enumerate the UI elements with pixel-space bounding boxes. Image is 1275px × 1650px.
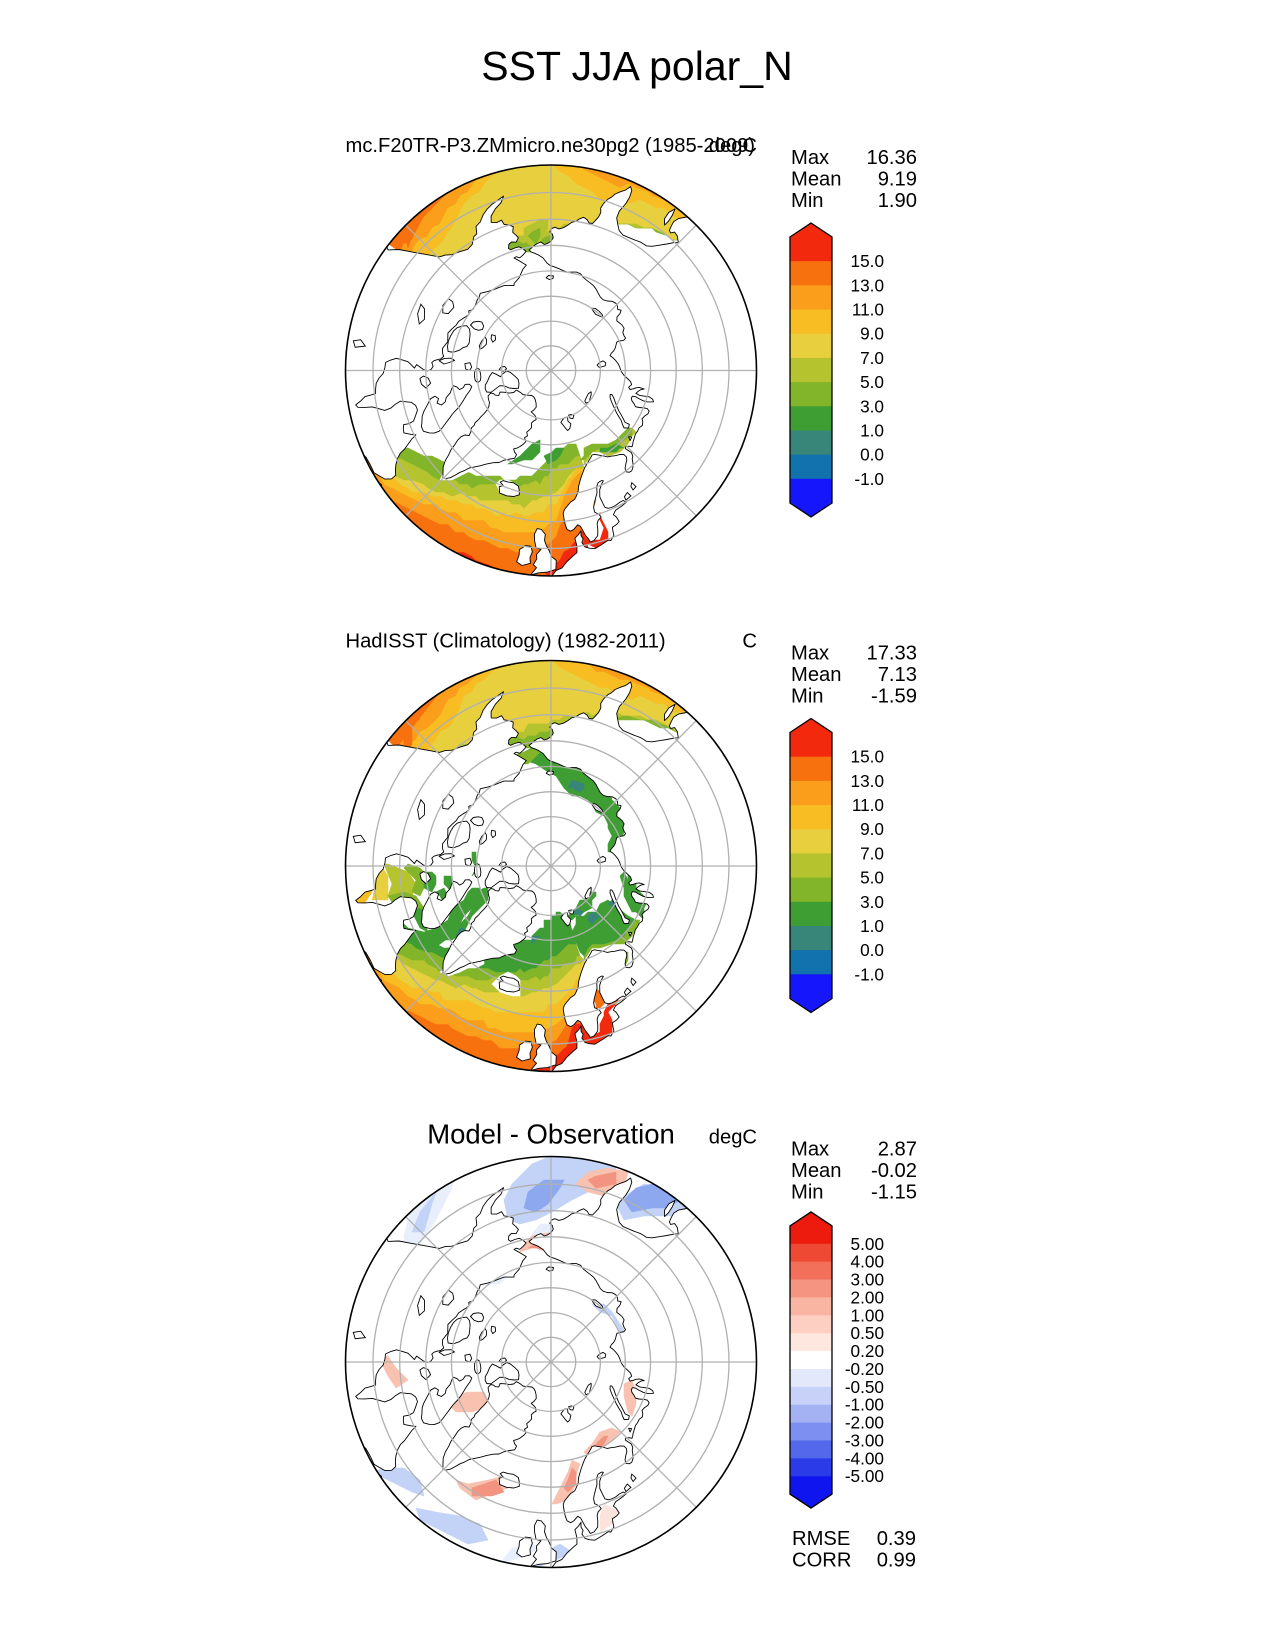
svg-text:Min: Min	[791, 1181, 824, 1203]
svg-text:9.0: 9.0	[860, 819, 884, 839]
svg-text:4.00: 4.00	[851, 1252, 884, 1272]
svg-text:2.87: 2.87	[878, 1139, 917, 1161]
svg-text:-1.00: -1.00	[845, 1395, 884, 1415]
svg-text:degC: degC	[709, 135, 757, 157]
svg-text:Max: Max	[791, 643, 829, 665]
svg-text:-0.50: -0.50	[845, 1377, 884, 1397]
svg-text:13.0: 13.0	[851, 771, 884, 791]
svg-text:Model - Observation: Model - Observation	[427, 1119, 675, 1150]
svg-text:CORR: CORR	[792, 1550, 851, 1572]
svg-text:15.0: 15.0	[851, 251, 884, 271]
svg-text:9.19: 9.19	[878, 169, 917, 191]
svg-text:3.00: 3.00	[851, 1270, 884, 1290]
svg-text:0.39: 0.39	[877, 1528, 916, 1550]
svg-text:0.99: 0.99	[877, 1550, 916, 1572]
svg-text:7.0: 7.0	[860, 348, 884, 368]
svg-text:HadISST (Climatology) (1982-20: HadISST (Climatology) (1982-2011)	[346, 631, 666, 653]
svg-text:1.00: 1.00	[851, 1305, 884, 1325]
svg-text:-4.00: -4.00	[845, 1448, 884, 1468]
svg-text:degC: degC	[709, 1127, 757, 1149]
svg-text:Min: Min	[791, 685, 824, 707]
svg-text:2.00: 2.00	[851, 1287, 884, 1307]
svg-text:-2.00: -2.00	[845, 1413, 884, 1433]
svg-text:11.0: 11.0	[852, 795, 884, 815]
svg-text:-1.15: -1.15	[871, 1181, 917, 1203]
svg-text:-1.0: -1.0	[854, 964, 884, 984]
svg-text:0.50: 0.50	[851, 1323, 884, 1343]
svg-text:1.90: 1.90	[878, 190, 917, 212]
svg-text:RMSE: RMSE	[792, 1528, 850, 1550]
svg-text:7.13: 7.13	[878, 664, 917, 686]
svg-text:-5.00: -5.00	[845, 1466, 884, 1486]
svg-text:1.0: 1.0	[860, 420, 884, 440]
svg-text:11.0: 11.0	[852, 300, 884, 320]
svg-text:C: C	[742, 631, 757, 653]
svg-text:9.0: 9.0	[860, 324, 884, 344]
svg-text:5.00: 5.00	[851, 1234, 884, 1254]
svg-text:0.0: 0.0	[860, 940, 884, 960]
svg-text:SST JJA polar_N: SST JJA polar_N	[481, 43, 792, 89]
svg-text:-1.0: -1.0	[854, 469, 884, 489]
svg-text:1.0: 1.0	[860, 916, 884, 936]
svg-text:-3.00: -3.00	[845, 1430, 884, 1450]
svg-text:Max: Max	[791, 1139, 829, 1161]
svg-text:17.33: 17.33	[866, 643, 917, 665]
svg-text:Max: Max	[791, 147, 829, 169]
svg-text:13.0: 13.0	[851, 275, 884, 295]
svg-text:-0.02: -0.02	[871, 1160, 917, 1182]
svg-text:15.0: 15.0	[851, 747, 884, 767]
svg-text:Mean: Mean	[791, 169, 842, 191]
svg-text:0.20: 0.20	[851, 1341, 884, 1361]
svg-text:Mean: Mean	[791, 1160, 842, 1182]
svg-text:mc.F20TR-P3.ZMmicro.ne30pg2 (1: mc.F20TR-P3.ZMmicro.ne30pg2 (1985-2009)	[346, 135, 756, 157]
svg-text:-1.59: -1.59	[871, 685, 917, 707]
svg-text:7.0: 7.0	[860, 843, 884, 863]
svg-text:16.36: 16.36	[866, 147, 917, 169]
svg-text:0.0: 0.0	[860, 445, 884, 465]
svg-text:3.0: 3.0	[860, 396, 884, 416]
svg-text:Min: Min	[791, 190, 824, 212]
svg-text:3.0: 3.0	[860, 892, 884, 912]
svg-text:5.0: 5.0	[860, 372, 884, 392]
svg-text:5.0: 5.0	[860, 868, 884, 888]
svg-text:Mean: Mean	[791, 664, 842, 686]
svg-text:-0.20: -0.20	[845, 1359, 884, 1379]
